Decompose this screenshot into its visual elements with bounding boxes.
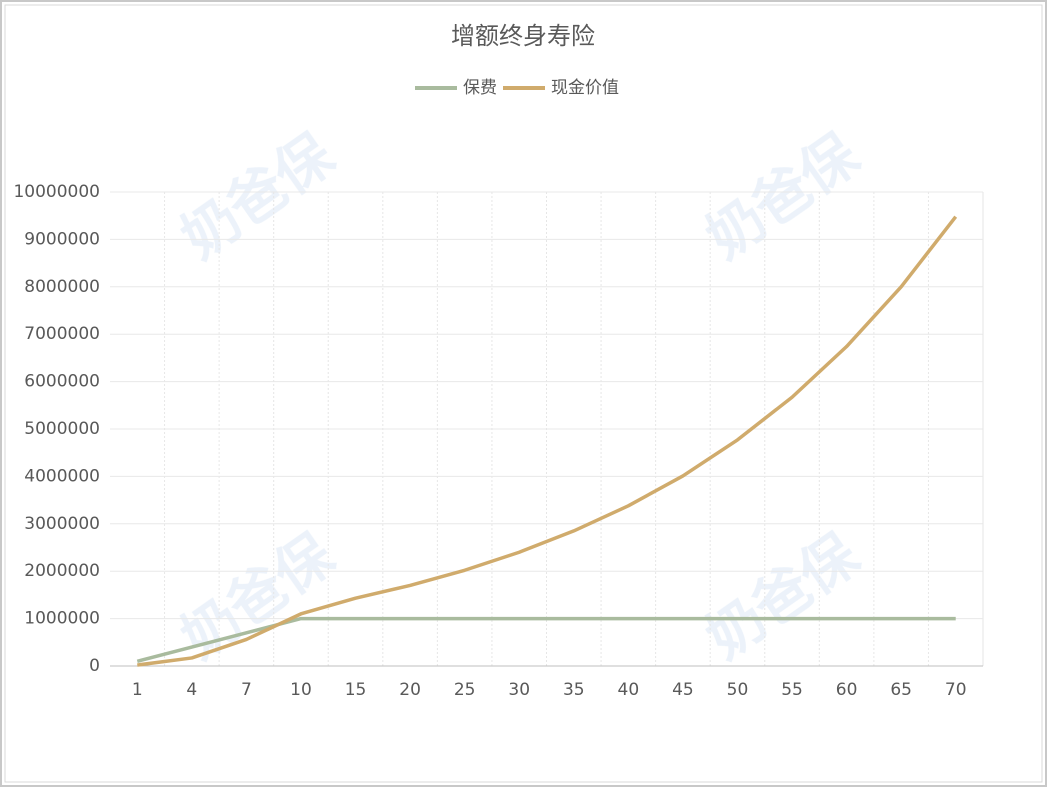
chart-title: 增额终身寿险 (451, 22, 595, 50)
x-tick-label: 20 (399, 680, 421, 700)
y-tick-label: 2000000 (24, 561, 100, 581)
x-tick-label: 25 (454, 680, 476, 700)
y-tick-label: 5000000 (24, 419, 100, 439)
y-tick-label: 7000000 (24, 324, 100, 344)
x-tick-label: 45 (672, 680, 694, 700)
legend-label: 现金价值 (551, 78, 619, 98)
x-tick-label: 4 (186, 680, 197, 700)
chart-inner-frame (4, 4, 1043, 783)
x-tick-label: 60 (836, 680, 858, 700)
y-tick-label: 1000000 (24, 609, 100, 629)
x-tick-label: 55 (781, 680, 803, 700)
x-tick-label: 1 (132, 680, 143, 700)
y-tick-label: 0 (89, 656, 100, 676)
y-tick-label: 6000000 (24, 372, 100, 392)
x-tick-label: 7 (241, 680, 252, 700)
y-tick-label: 8000000 (24, 277, 100, 297)
legend-label: 保费 (463, 78, 497, 98)
y-tick-label: 10000000 (13, 182, 100, 202)
y-tick-label: 4000000 (24, 466, 100, 486)
x-tick-label: 40 (618, 680, 640, 700)
x-tick-label: 35 (563, 680, 585, 700)
x-tick-label: 50 (727, 680, 749, 700)
y-tick-label: 9000000 (24, 229, 100, 249)
x-tick-label: 65 (890, 680, 912, 700)
x-tick-label: 70 (945, 680, 967, 700)
x-tick-label: 15 (345, 680, 367, 700)
y-tick-label: 3000000 (24, 514, 100, 534)
x-tick-label: 30 (508, 680, 530, 700)
x-tick-label: 10 (290, 680, 312, 700)
series-line (137, 215, 958, 667)
